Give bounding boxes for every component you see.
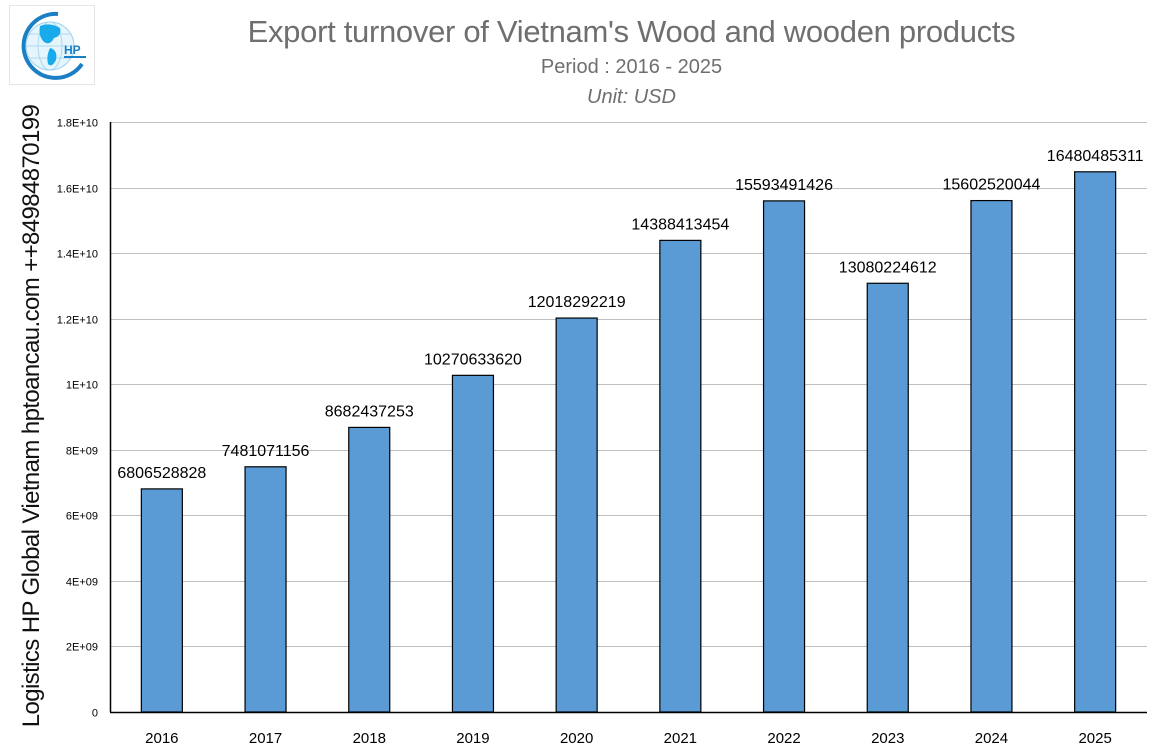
y-tick-label: 1.2E+10	[57, 315, 98, 327]
x-tick-label: 2019	[456, 730, 489, 747]
data-label: 15602520044	[943, 177, 1041, 194]
bar-2022	[762, 200, 806, 713]
data-label: 12018292219	[528, 294, 626, 311]
x-tick-label: 2023	[871, 730, 904, 747]
data-label: 7481071156	[222, 443, 310, 460]
y-tick-label: 1.6E+10	[57, 184, 98, 196]
y-axis: 0 2E+09 4E+09 6E+09 8E+09 1E+10 1.2E+10 1.4E+10…	[57, 118, 112, 720]
data-label: 15593491426	[735, 177, 833, 194]
x-tick-label: 2020	[560, 730, 593, 747]
bar-2023	[866, 282, 909, 713]
y-tick-label: 1.4E+10	[57, 249, 98, 261]
x-tick-label: 2016	[145, 730, 178, 747]
bar-2019	[451, 374, 495, 713]
data-label: 14388413454	[631, 216, 729, 233]
x-tick-label: 2024	[975, 730, 1008, 747]
bar-2020	[555, 317, 598, 713]
x-tick-label: 2018	[353, 730, 386, 747]
x-tick-label: 2022	[767, 730, 800, 747]
logo-text: HP	[64, 43, 81, 57]
data-label: 16480485311	[1047, 148, 1144, 165]
data-label: 6806528828	[117, 465, 206, 482]
y-tick-label: 1.8E+10	[57, 118, 98, 130]
data-label: 8682437253	[325, 403, 414, 420]
company-logo: HP	[9, 5, 95, 85]
bar-2017	[244, 466, 287, 713]
x-axis: 2016 2017 2018 2019 2020 2021 2022 2023 2024 2025	[110, 711, 1147, 747]
bar-2016	[140, 488, 183, 713]
x-tick-label: 2017	[249, 730, 282, 747]
bar-2021	[659, 239, 702, 713]
bars: 6806528828 7481071156 8682437253 1027063362…	[117, 148, 1144, 713]
y-tick-label: 2E+09	[66, 642, 98, 654]
bar-2024	[970, 199, 1013, 713]
chart-unit: Unit: USD	[587, 86, 676, 108]
chart-title: Export turnover of Vietnam's Wood and wo…	[247, 14, 1016, 49]
globe-logo-icon: HP	[21, 11, 86, 80]
x-tick-label: 2025	[1078, 730, 1111, 747]
y-tick-label: 8E+09	[66, 446, 98, 458]
chart-subtitle: Period : 2016 - 2025	[540, 56, 723, 78]
y-tick-label: 1E+10	[66, 380, 98, 392]
y-tick-label: 6E+09	[66, 511, 98, 523]
bar-2025	[1074, 171, 1117, 713]
data-label: 13080224612	[839, 259, 937, 276]
data-label: 10270633620	[424, 351, 522, 368]
y-tick-label: 4E+09	[66, 577, 98, 589]
bar-2018	[348, 426, 391, 713]
y-tick-label: 0	[92, 708, 98, 720]
x-tick-label: 2021	[664, 730, 697, 747]
